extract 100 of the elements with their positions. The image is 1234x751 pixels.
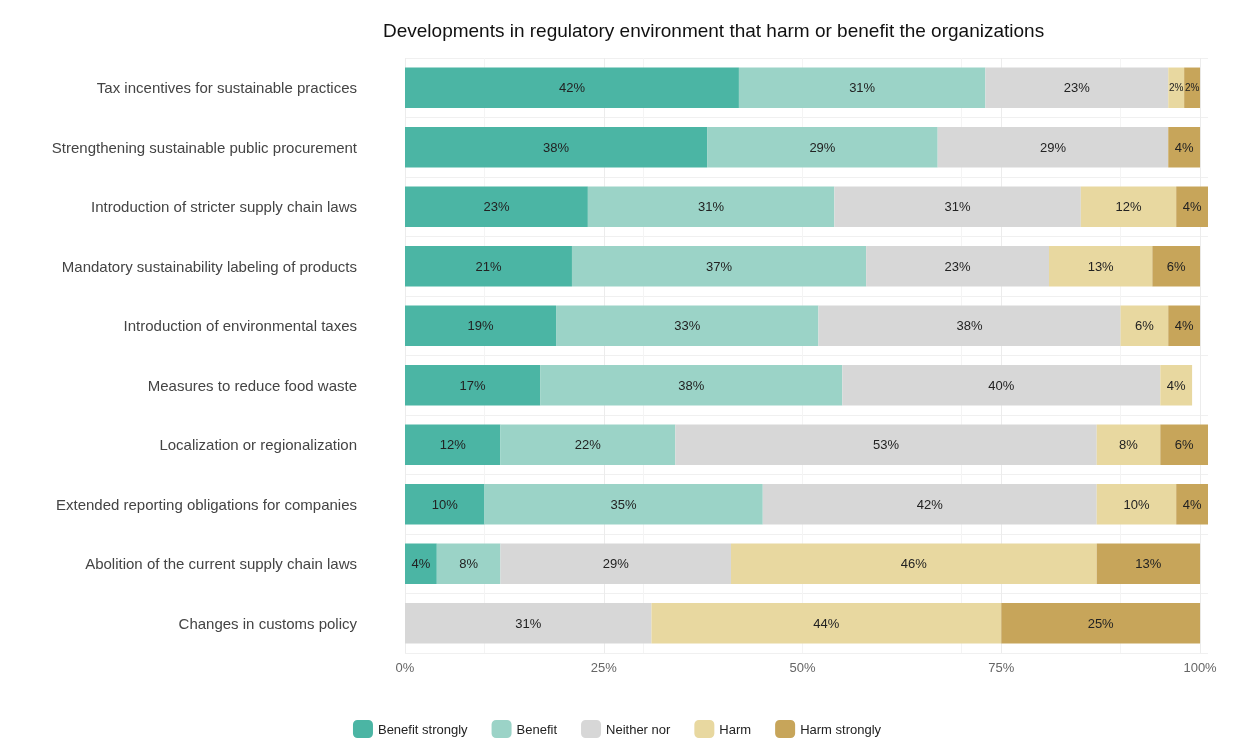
data-label: 12% [439,437,467,453]
y-tick-label: Introduction of stricter supply chain laws [91,198,357,216]
data-label: 46% [900,556,928,572]
bar [1096,424,1161,465]
bar [834,186,1081,227]
data-label: 10% [431,496,459,512]
bar [556,305,819,346]
data-label: 23% [1063,80,1091,96]
bar [1096,484,1177,525]
y-tick-label: Measures to reduce food waste [147,376,357,394]
data-label: 40% [988,377,1015,393]
bar [405,127,708,168]
bar [484,484,763,525]
data-label: 38% [678,377,705,393]
bar [842,365,1161,406]
y-tick-label: Localization or regionalization [159,436,357,454]
bar [405,543,437,584]
legend-label: Benefit strongly [377,721,469,737]
data-label: 19% [467,318,494,334]
y-tick-label: Extended reporting obligations for companies [55,495,357,513]
bar [1176,186,1208,227]
bar [587,186,835,227]
bar [730,543,1097,584]
bar [738,67,986,108]
bar [405,603,652,644]
bar [1160,424,1208,465]
legend-label: Harm strongly [800,721,882,737]
data-label: 2% [1184,82,1200,94]
data-label: 12% [1115,199,1142,215]
data-label: 23% [944,258,971,274]
x-tick-label: 25% [590,660,618,675]
bar [1168,305,1201,346]
data-label: 10% [1123,496,1150,512]
data-label: 23% [483,199,510,215]
y-tick-label: Tax incentives for sustainable practices [96,79,357,97]
x-tick-label: 75% [988,660,1015,675]
data-label: 29% [602,556,630,572]
data-label: 31% [849,80,876,96]
x-tick-label: 50% [789,660,816,675]
bar [1001,603,1201,644]
bar [1096,543,1201,584]
chart-title: Developments in regulatory environment that harm or benefit the organizations [383,20,1045,41]
data-label: 6% [1166,258,1187,274]
data-label: 6% [1135,318,1155,334]
legend-label: Neither nor [606,721,672,737]
data-label: 4% [1182,496,1202,512]
data-label: 13% [1135,556,1162,572]
data-label: 13% [1087,258,1115,274]
bar [937,127,1169,168]
data-label: 6% [1174,437,1194,453]
data-label: 17% [459,377,487,393]
data-label: 22% [574,437,602,453]
bar [866,246,1049,287]
bar [651,603,1002,644]
data-label: 31% [698,199,725,215]
bar [675,424,1097,465]
bar [500,543,731,584]
data-label: 42% [916,496,944,512]
bar [707,127,938,168]
data-label: 33% [674,318,701,334]
bar [500,424,676,465]
data-label: 42% [558,80,586,96]
data-label: 37% [706,258,733,274]
data-label: 31% [515,615,542,631]
data-label: 38% [956,318,983,334]
y-tick-label: Abolition of the current supply chain laws [85,555,357,573]
data-label: 4% [1182,199,1202,215]
bar [1168,127,1201,168]
bar [405,67,739,108]
bar [540,365,843,406]
bar [1176,484,1208,525]
y-tick-label: Introduction of environmental taxes [123,317,357,335]
data-label: 4% [411,556,431,572]
data-label: 2% [1168,82,1184,94]
bar [405,424,501,465]
bar [405,484,485,525]
bar [436,543,501,584]
bar [762,484,1097,525]
data-label: 21% [475,258,502,274]
data-label: 35% [610,496,638,512]
legend-label: Benefit [516,721,558,737]
y-tick-label: Changes in customs policy [178,614,358,632]
bar [1160,365,1193,406]
x-tick-label: 100% [1183,660,1218,675]
bar [571,246,867,287]
data-label: 4% [1174,318,1194,334]
data-label: 25% [1087,615,1115,631]
bar [405,365,541,406]
y-tick-label: Mandatory sustainability labeling of products [61,257,357,275]
y-tick-label: Strengthening sustainable public procurement [51,138,358,156]
x-tick-label: 0% [395,660,415,675]
data-label: 38% [543,139,570,155]
legend-label: Harm [719,721,752,737]
data-label: 29% [809,139,836,155]
bar [1152,246,1201,287]
bar [1048,246,1153,287]
bar [405,305,557,346]
bar [1120,305,1169,346]
data-label: 4% [1166,377,1187,393]
bar [405,246,572,287]
